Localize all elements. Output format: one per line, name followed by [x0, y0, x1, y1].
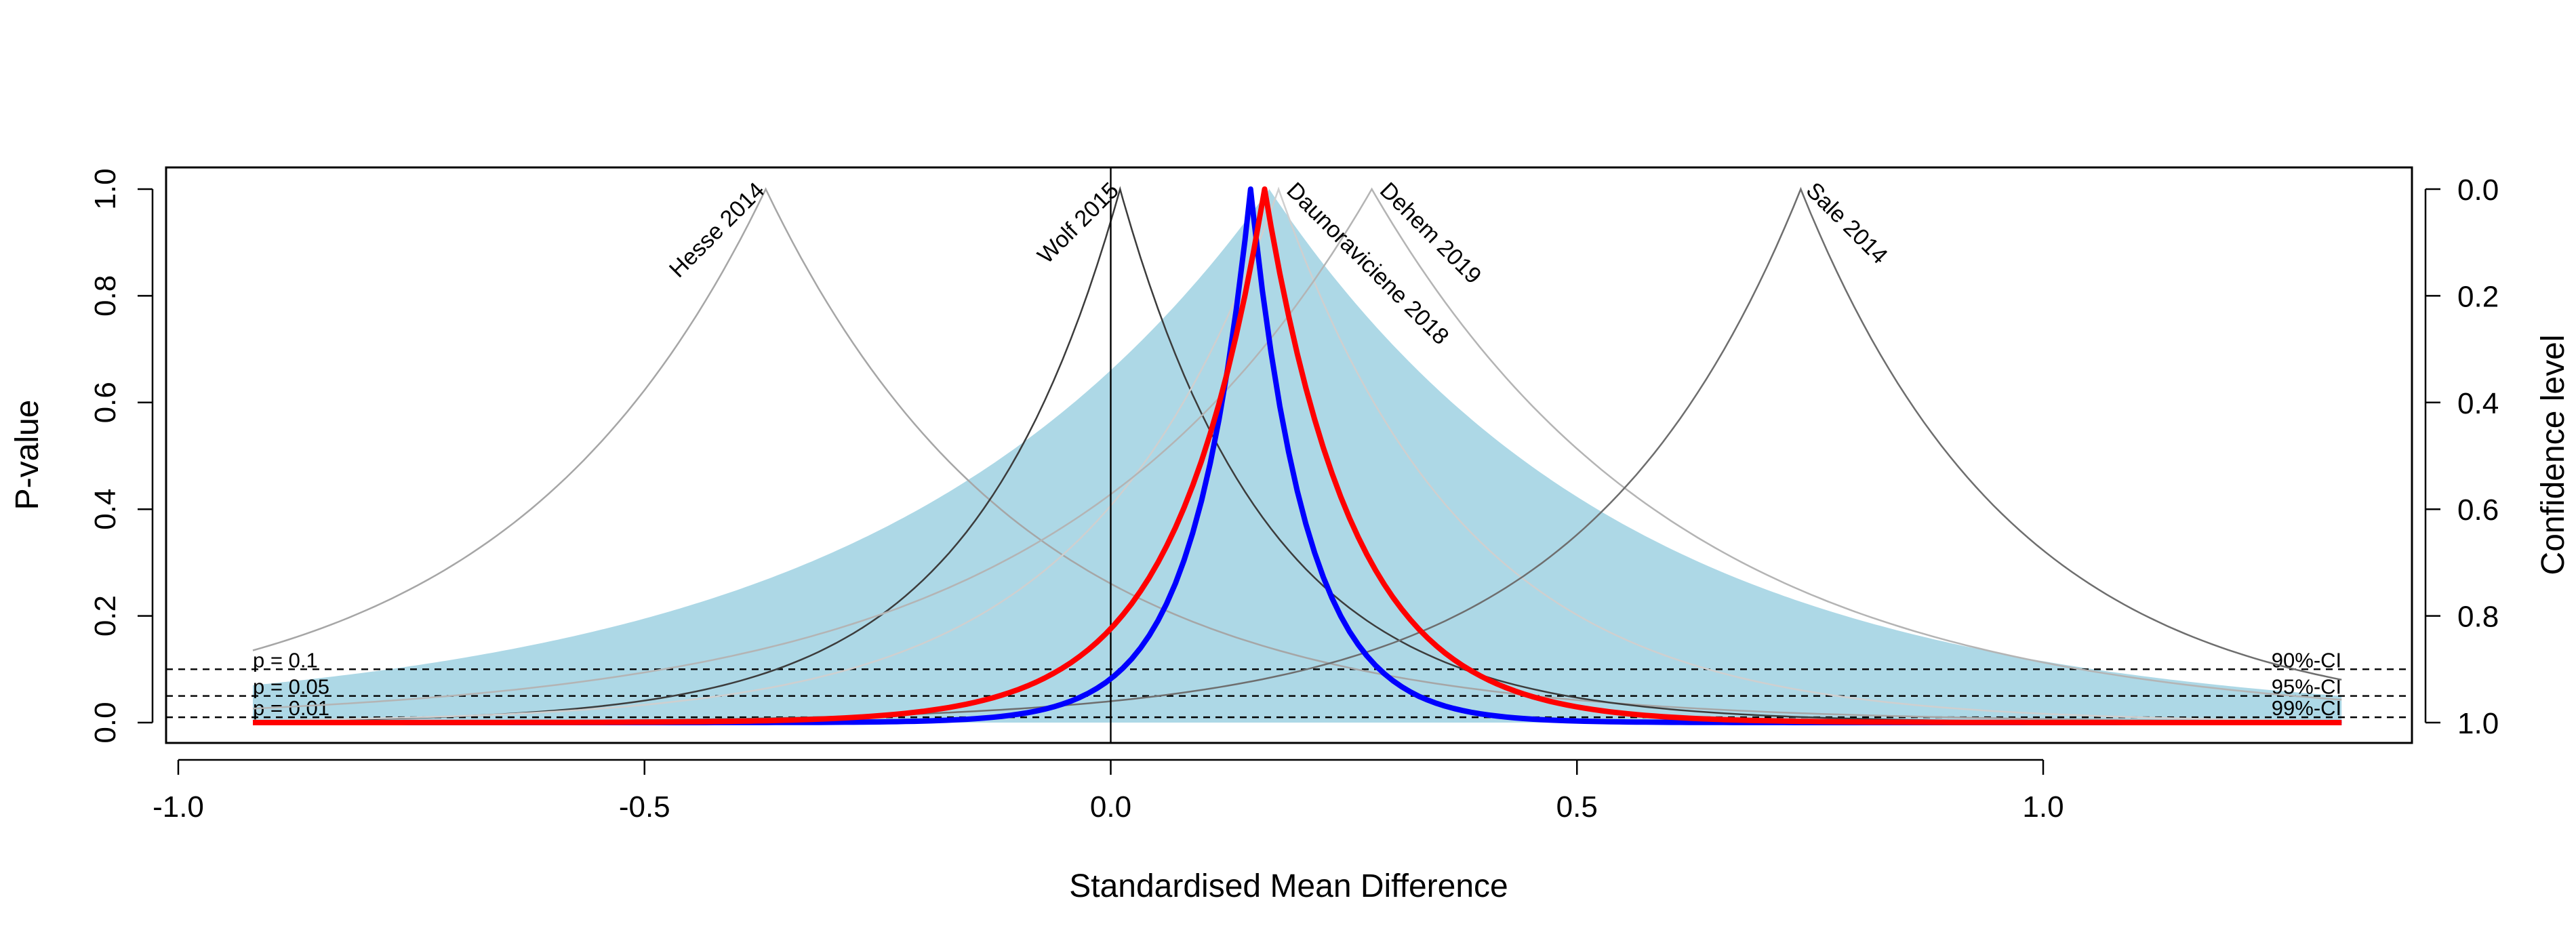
confidence-region — [253, 189, 2342, 723]
x-tick-label: -0.5 — [619, 790, 670, 824]
threshold-p-label: p = 0.05 — [253, 675, 329, 699]
y-tick-label: 1.0 — [89, 168, 122, 209]
y2-tick-label: 0.0 — [2457, 174, 2499, 207]
axes-layer: -1.0 -0.5 0.0 0.5 1.0 0.0 0.2 0.4 0.6 0.8 1.0 1.0 0.… — [89, 168, 2499, 824]
plot-frame — [165, 166, 2413, 744]
x-tick-label: 0.5 — [1556, 790, 1598, 824]
y-tick-label: 0.4 — [89, 489, 122, 530]
pooled-curves-layer — [253, 186, 2342, 725]
study-curve — [252, 187, 2342, 723]
study-curve — [252, 187, 2342, 710]
y-tick-label: 0.8 — [89, 275, 122, 317]
y2-tick-label: 0.6 — [2457, 493, 2499, 527]
study-label: Hesse 2014 — [664, 178, 769, 283]
x-tick-label: 0.0 — [1090, 790, 1131, 824]
y-tick-label: 0.0 — [89, 702, 122, 743]
y-axis-title: P-value — [9, 400, 45, 510]
y2-tick-label: 0.4 — [2457, 387, 2499, 420]
confidence-region-layer — [253, 189, 2342, 723]
x-tick-label: 1.0 — [2022, 790, 2064, 824]
x-tick-label: -1.0 — [153, 790, 204, 824]
study-curve — [252, 186, 2342, 722]
threshold-ci-label: 90%-CI — [2272, 648, 2341, 672]
y-tick-label: 0.2 — [89, 595, 122, 637]
y2-axis-title: Confidence level — [2535, 335, 2571, 576]
threshold-p-label: p = 0.1 — [253, 648, 318, 672]
y2-tick-label: 0.8 — [2457, 601, 2499, 634]
y2-tick-label: 1.0 — [2457, 707, 2499, 740]
y-tick-label: 0.6 — [89, 382, 122, 423]
x-axis-title: Standardised Mean Difference — [1069, 868, 1508, 904]
threshold-ci-label: 99%-CI — [2272, 696, 2341, 720]
y2-tick-label: 0.2 — [2457, 280, 2499, 313]
pooled-curve — [253, 186, 2342, 725]
